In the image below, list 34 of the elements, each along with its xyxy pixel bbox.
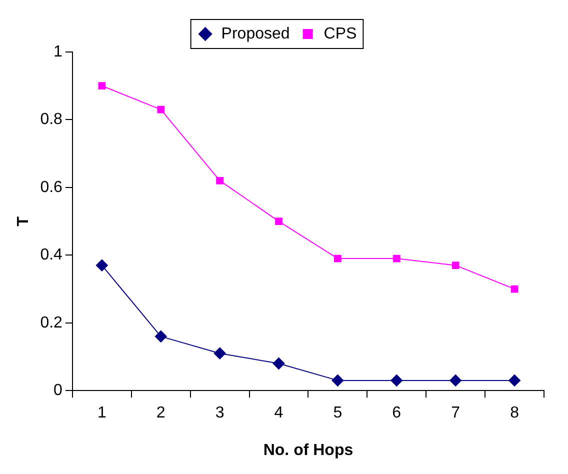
y-tick-label: 0.4: [40, 246, 63, 264]
point: [216, 176, 224, 184]
point: [275, 218, 282, 225]
point: [272, 358, 285, 370]
x-tick-label: 4: [274, 404, 284, 422]
x-tick-label: 1: [97, 404, 106, 422]
y-tick-label: 0.2: [40, 314, 63, 332]
x-tick-label: 3: [215, 404, 224, 422]
point: [214, 347, 226, 360]
y-tick-label: 0.6: [40, 178, 63, 196]
point: [392, 254, 400, 262]
x-tick-label: 6: [392, 404, 402, 422]
point: [508, 374, 521, 386]
legend-label: Proposed: [221, 25, 290, 42]
point: [390, 374, 403, 386]
x-tick-label: 2: [156, 404, 166, 422]
x-tick-label: 8: [510, 404, 520, 422]
point: [332, 374, 344, 386]
y-tick-label: 0.8: [40, 111, 63, 128]
point: [154, 330, 167, 342]
x-tick-label: 5: [333, 404, 342, 422]
point: [157, 106, 165, 114]
point: [510, 285, 518, 293]
y-tick-label: 0: [54, 382, 63, 400]
point: [452, 262, 460, 269]
point: [450, 374, 462, 386]
y-tick-label: 1: [54, 43, 63, 60]
point: [96, 259, 108, 272]
point: [334, 254, 342, 262]
x-axis-title: No. of Hops: [263, 442, 354, 459]
x-tick-label: 7: [451, 404, 460, 422]
point: [98, 82, 106, 90]
y-axis-title: T: [15, 216, 32, 226]
legend-label: CPS: [324, 25, 357, 42]
